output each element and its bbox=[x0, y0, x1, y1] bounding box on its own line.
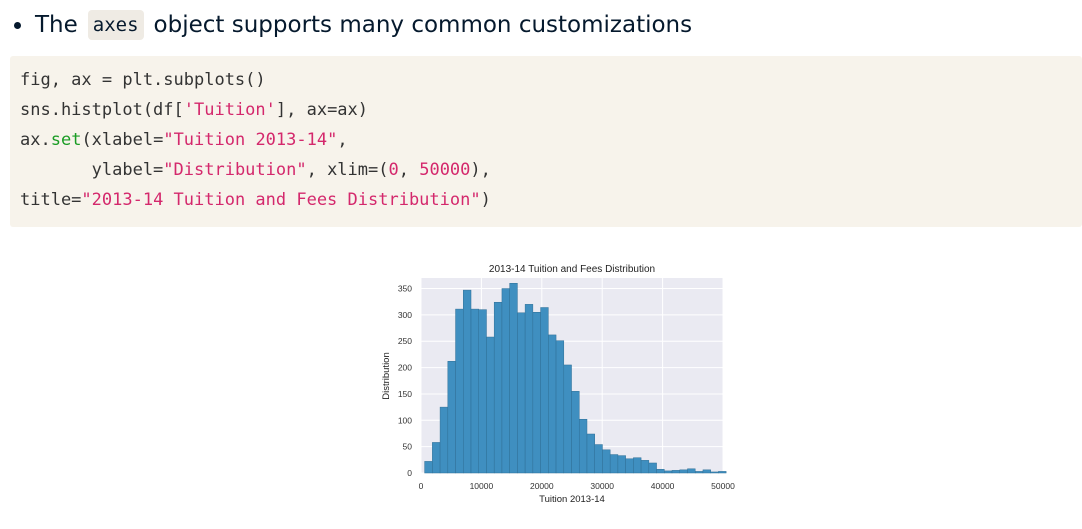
histogram-bar bbox=[548, 334, 557, 474]
y-tick-label: 100 bbox=[398, 415, 412, 425]
histogram-bar bbox=[671, 470, 681, 474]
y-tick-label: 150 bbox=[398, 389, 412, 399]
histogram-bar bbox=[432, 442, 441, 474]
x-tick-label: 10000 bbox=[470, 481, 494, 491]
histogram-bar bbox=[563, 364, 572, 474]
histogram-bar bbox=[501, 288, 510, 474]
code-block: fig, ax = plt.subplots() sns.histplot(df… bbox=[10, 56, 1082, 227]
x-axis-label: Tuition 2013-14 bbox=[539, 494, 605, 505]
bullet-point: The axes object supports many common cus… bbox=[14, 6, 692, 44]
code-line-2: sns.histplot(df['Tuition'], ax=ax) bbox=[20, 100, 369, 120]
histogram-bar bbox=[517, 312, 526, 474]
histogram-bar bbox=[578, 418, 588, 474]
code-line-1: fig, ax = plt.subplots() bbox=[20, 70, 266, 90]
histogram-bar bbox=[540, 307, 549, 474]
histogram-bar bbox=[478, 309, 487, 474]
x-tick-label: 20000 bbox=[530, 481, 554, 491]
histogram-bar bbox=[447, 361, 456, 474]
histogram-bar bbox=[664, 470, 673, 474]
y-tick-label: 350 bbox=[398, 284, 412, 294]
histogram-bar bbox=[648, 462, 657, 474]
code-line-4: ylabel="Distribution", xlim=(0, 50000), bbox=[20, 160, 491, 180]
chart-title: 2013-14 Tuition and Fees Distribution bbox=[489, 264, 655, 275]
histogram-bar bbox=[586, 433, 595, 474]
histogram-bar bbox=[702, 469, 711, 474]
x-tick-label: 50000 bbox=[711, 481, 735, 491]
histogram-bar bbox=[470, 308, 479, 474]
histogram-bar bbox=[532, 312, 541, 474]
histogram-bar bbox=[486, 336, 495, 474]
code-line-3: ax.set(xlabel="Tuition 2013-14", bbox=[20, 130, 348, 150]
histogram-bar bbox=[493, 301, 503, 474]
histogram-bar bbox=[439, 406, 449, 474]
histogram-bar bbox=[694, 471, 704, 474]
y-tick-label: 50 bbox=[403, 442, 413, 452]
y-axis-label: Distribution bbox=[381, 352, 392, 400]
histogram-bar bbox=[687, 468, 696, 474]
histogram-bar bbox=[424, 461, 433, 474]
histogram-bar bbox=[656, 469, 665, 474]
histogram-bar bbox=[455, 308, 464, 474]
code-line-5: title="2013-14 Tuition and Fees Distribu… bbox=[20, 190, 491, 210]
histogram-bar bbox=[594, 444, 603, 474]
histogram-bar bbox=[710, 471, 719, 474]
histogram-bar bbox=[718, 471, 727, 474]
histogram-bar bbox=[617, 455, 626, 474]
bullet-dot bbox=[14, 21, 21, 29]
bullet-text-pre: The bbox=[35, 12, 78, 38]
histogram-bar bbox=[463, 289, 472, 474]
y-tick-label: 200 bbox=[398, 363, 412, 373]
y-tick-label: 0 bbox=[407, 468, 412, 478]
histogram-bar bbox=[679, 469, 688, 474]
histogram-bar bbox=[633, 457, 642, 474]
histogram-bars bbox=[424, 283, 727, 474]
histogram-bar bbox=[640, 460, 650, 474]
histogram-bar bbox=[602, 449, 611, 474]
x-tick-label: 0 bbox=[419, 481, 424, 491]
y-tick-label: 250 bbox=[398, 336, 412, 346]
x-tick-label: 30000 bbox=[590, 481, 614, 491]
histogram-bar bbox=[625, 458, 634, 474]
bullet-text-post: object supports many common customizatio… bbox=[153, 12, 693, 38]
inline-code-axes: axes bbox=[87, 10, 144, 40]
axis-ticks: 0 10000 20000 30000 40000 50000 0 50 100 150 200 25… bbox=[398, 284, 735, 491]
histogram-bar bbox=[509, 283, 518, 474]
histogram-bar bbox=[524, 304, 534, 474]
histogram-bar bbox=[571, 391, 580, 474]
histogram-bar bbox=[555, 340, 565, 474]
y-tick-label: 300 bbox=[398, 310, 412, 320]
histogram-bar bbox=[609, 454, 619, 474]
x-tick-label: 40000 bbox=[651, 481, 675, 491]
